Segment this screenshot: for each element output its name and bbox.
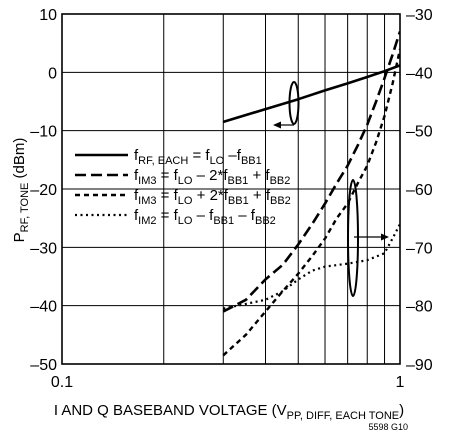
figure-note: 5598 G10: [368, 422, 408, 432]
legend: fRF, EACH​ = fLO​ –fBB1​fIM3​ = fLO​ – 2…: [75, 147, 291, 227]
right-axis-indicator-arrowhead: [381, 233, 389, 241]
y-tick-label-right: –30: [406, 7, 433, 24]
legend-entry-2: fIM3​ = fLO​ – 2*fBB1​ + fBB2​: [134, 167, 290, 187]
annotation-group: [273, 81, 389, 297]
left-axis-indicator-arrowhead: [273, 121, 281, 129]
y-tick-label-right: –60: [406, 182, 433, 199]
x-axis-label: I AND Q BASEBAND VOLTAGE (VPP, DIFF, EAC…: [54, 402, 404, 422]
y-tick-label-left: –40: [30, 299, 57, 316]
series-line-4: [223, 223, 400, 310]
series-group: [222, 31, 400, 357]
y-tick-label-left: –50: [30, 357, 57, 374]
series-line-1: [222, 64, 400, 124]
y-tick-label-left: 0: [48, 65, 57, 82]
y-tick-label-right: –90: [406, 357, 433, 374]
y-tick-label-left: –20: [30, 182, 57, 199]
y-tick-label-right: –50: [406, 124, 433, 141]
grid: [62, 14, 401, 364]
y-tick-label-right: –70: [406, 240, 433, 257]
y-tick-label-left: –10: [30, 124, 57, 141]
y-tick-label-right: –80: [406, 299, 433, 316]
legend-entry-1: fRF, EACH​ = fLO​ –fBB1​: [134, 147, 262, 167]
x-tick-label: 1: [396, 374, 405, 391]
y-tick-label-right: –40: [406, 65, 433, 82]
legend-entry-4: fIM2​ = fLO​ – fBB1​ – fBB2​: [134, 207, 276, 227]
tick-labels: 10 0 –10 –20 –30 –40 –50 –30 –40 –50 –60 –70 –80 –90 0…: [30, 7, 433, 391]
legend-entry-3: fIM3​ = fLO​ + 2*fBB1​ + fBB2​: [134, 187, 291, 207]
left-axis-indicator-ellipse: [288, 81, 300, 125]
y-tick-label-left: 10: [39, 7, 57, 24]
y-tick-label-left: –30: [30, 240, 57, 257]
series-line-3: [222, 48, 400, 357]
y-axis-label-left: PRF, TONE (dBm): [11, 138, 31, 243]
plot-frame: [61, 13, 401, 365]
series-line-2: [222, 31, 400, 313]
x-tick-label: 0.1: [51, 374, 73, 391]
right-axis-indicator-ellipse: [347, 179, 359, 297]
